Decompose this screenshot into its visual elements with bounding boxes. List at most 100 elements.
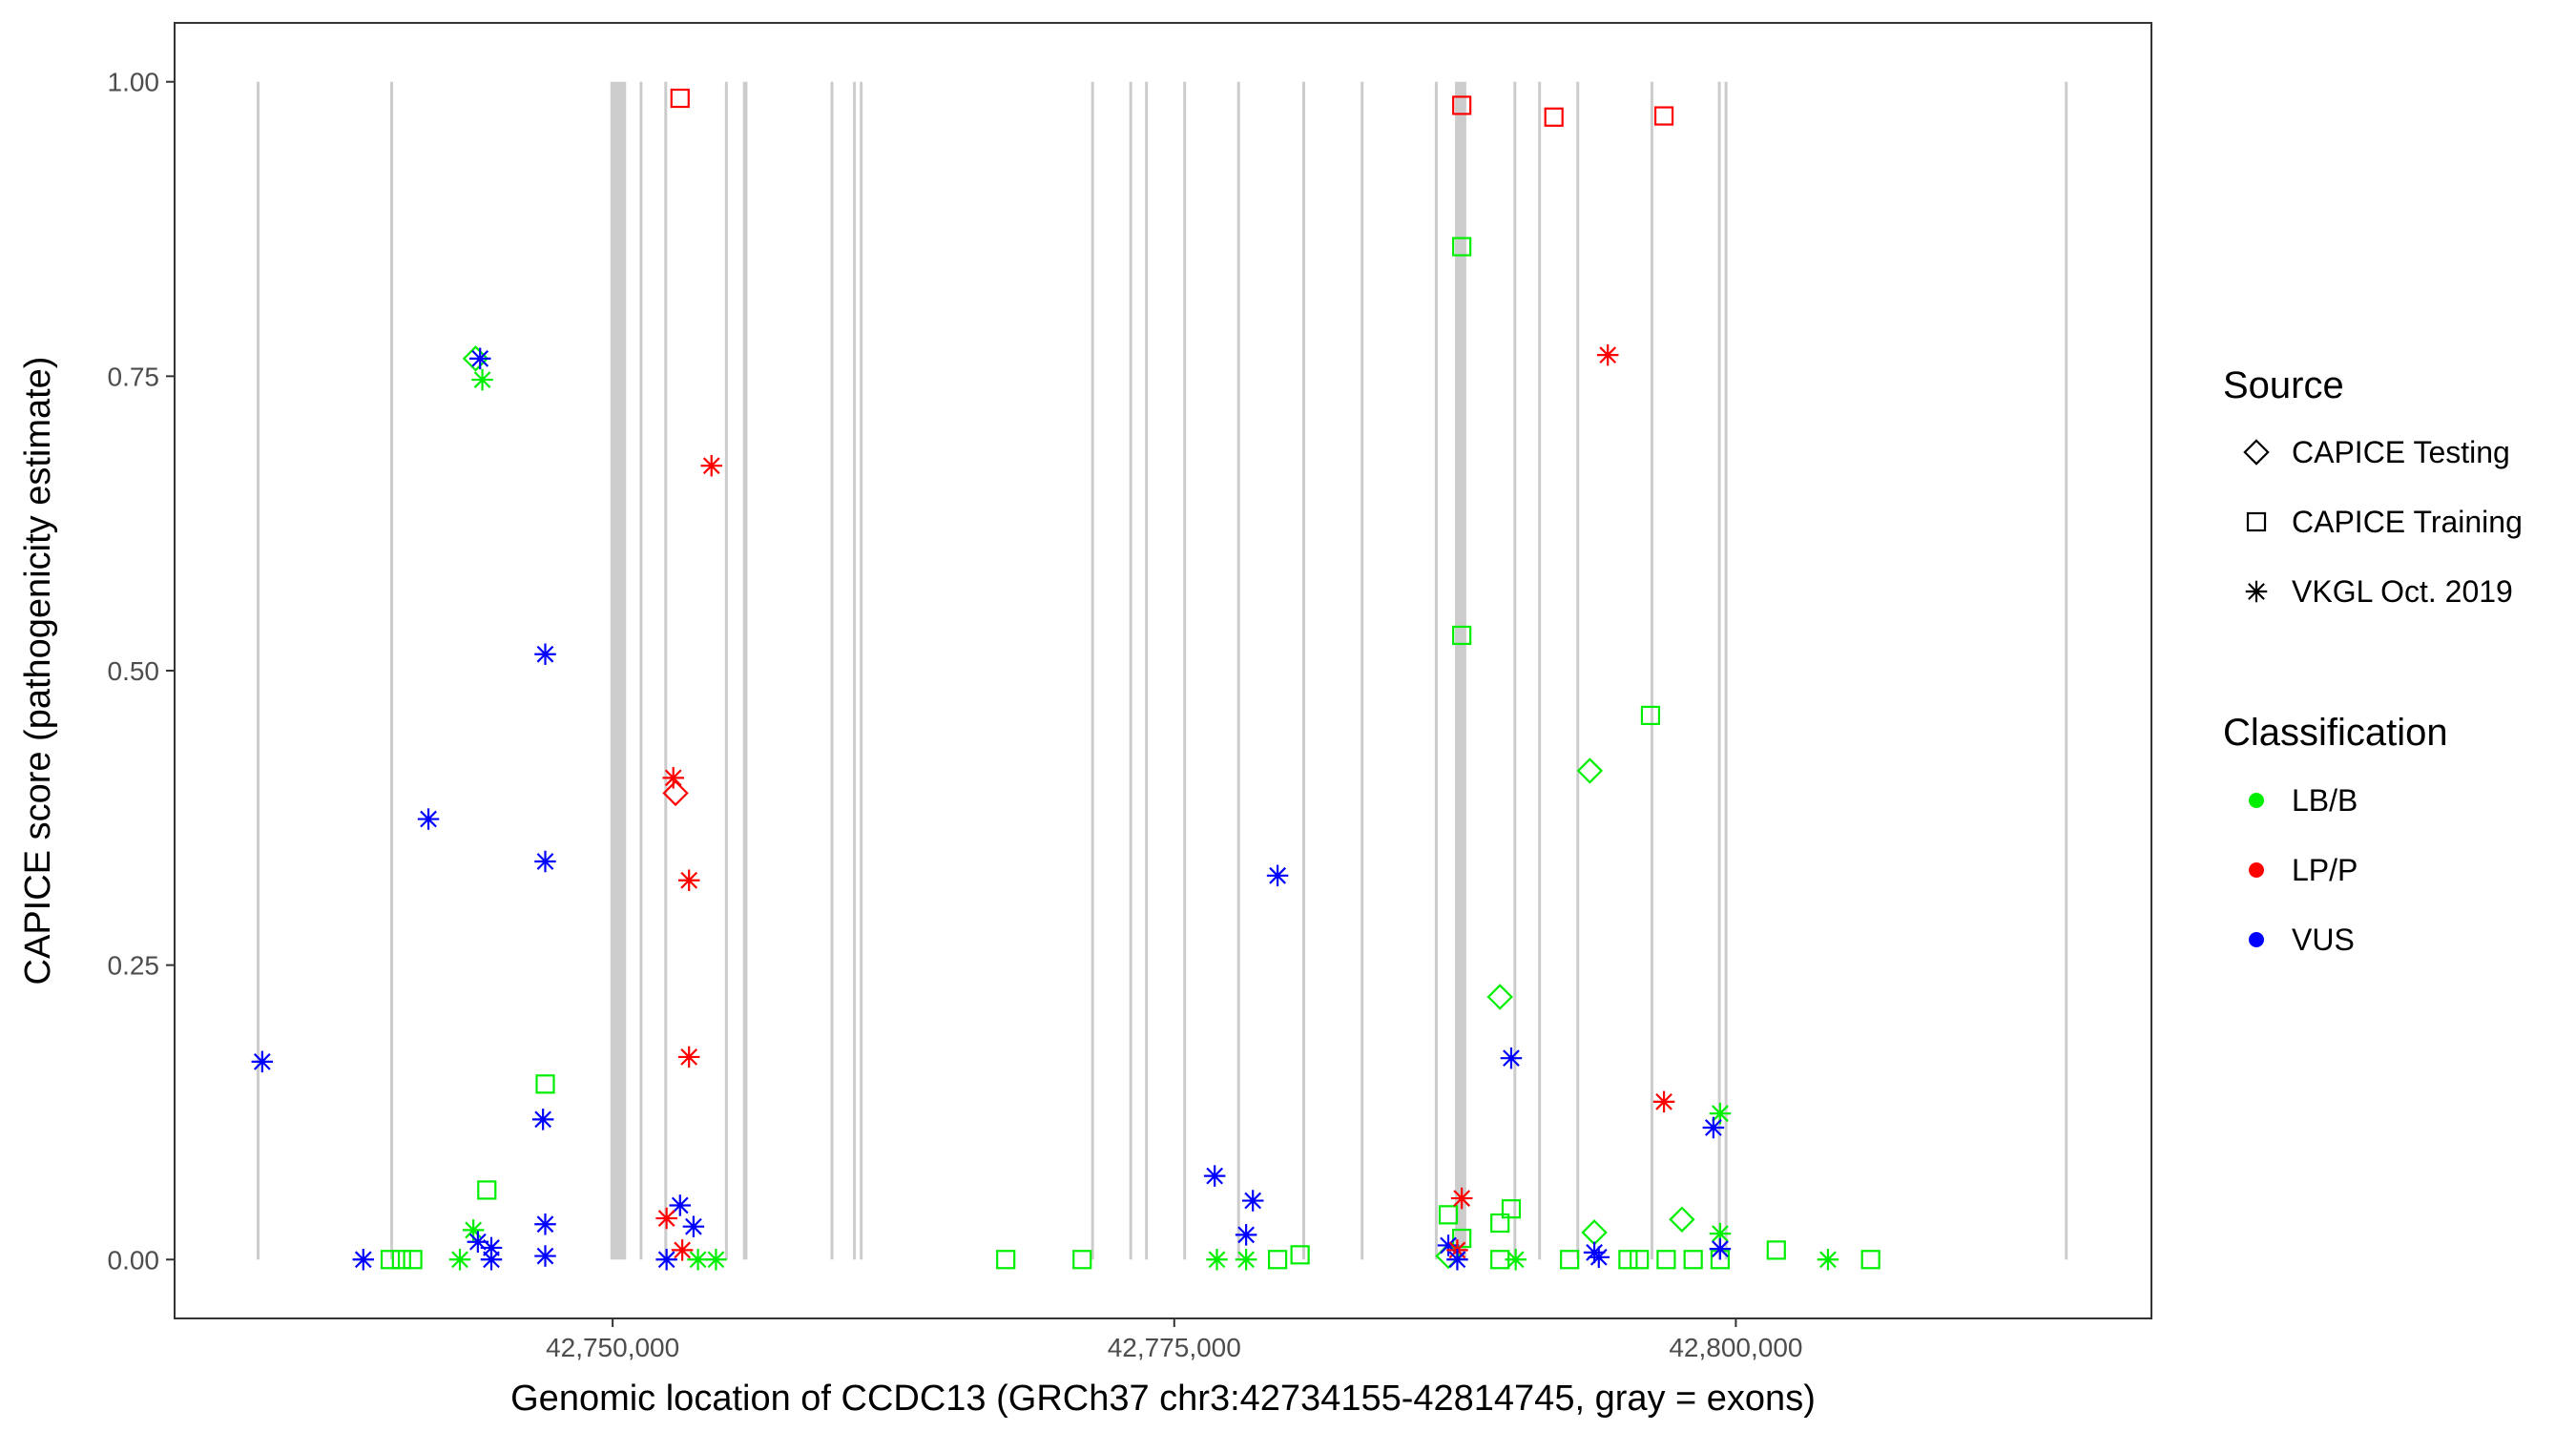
legend-classification-label: LB/B	[2292, 783, 2358, 818]
exon-band	[742, 81, 748, 1260]
exon-band	[1301, 81, 1305, 1260]
legend-source-label: CAPICE Training	[2292, 505, 2523, 539]
point-asterisk	[1450, 1187, 1473, 1210]
point-square	[1452, 625, 1472, 646]
asterisk-stroke	[1589, 1248, 1608, 1266]
exon-band	[1183, 81, 1187, 1260]
exon-band	[1724, 81, 1728, 1260]
point-square	[1452, 95, 1472, 115]
point-asterisk	[655, 1207, 677, 1230]
x-axis-title: Genomic location of CCDC13 (GRCh37 chr3:…	[510, 1379, 1816, 1419]
point-asterisk	[468, 347, 491, 370]
point-asterisk	[534, 1213, 556, 1235]
point-asterisk	[1266, 864, 1289, 887]
exon-band	[1434, 81, 1438, 1260]
point-asterisk	[1203, 1165, 1226, 1187]
legend-source: Source CAPICE Testing CAPICE Training VKGL…	[2223, 364, 2523, 609]
point-asterisk	[1505, 1249, 1527, 1271]
asterisk-stroke	[2248, 583, 2265, 600]
asterisk-stroke	[471, 349, 489, 367]
asterisk-stroke	[1655, 1092, 1672, 1110]
y-tick-label: 0.00	[108, 1245, 160, 1275]
y-tick-label: 0.25	[108, 951, 160, 981]
y-tick-label: 0.50	[108, 656, 160, 686]
point-asterisk	[1241, 1190, 1264, 1212]
point-asterisk	[655, 1249, 677, 1271]
exon-band	[2065, 81, 2068, 1260]
point-asterisk	[705, 1249, 727, 1271]
y-axis: 0.00 0.25 0.50 0.75 1.00	[108, 68, 175, 1275]
legend-classification-dot	[2249, 862, 2264, 878]
asterisk-stroke	[1208, 1251, 1226, 1269]
exon-band	[1129, 81, 1132, 1260]
exon-band	[1538, 81, 1542, 1260]
point-square	[670, 88, 690, 109]
exon-band	[1145, 81, 1149, 1260]
point-asterisk	[1500, 1047, 1523, 1069]
asterisk-stroke	[680, 1048, 698, 1066]
asterisk-stroke	[1506, 1251, 1525, 1269]
asterisk-stroke	[707, 1251, 725, 1269]
asterisk-stroke	[1237, 1251, 1255, 1269]
point-asterisk	[1446, 1249, 1468, 1271]
asterisk-stroke	[534, 1110, 552, 1129]
point-square	[1683, 1250, 1703, 1270]
point-square	[391, 1250, 411, 1270]
point-asterisk	[677, 869, 700, 891]
legend-classification-title: Classification	[2223, 712, 2448, 754]
asterisk-stroke	[702, 457, 720, 475]
asterisk-stroke	[473, 371, 491, 388]
asterisk-stroke	[465, 1221, 483, 1239]
point-diamond	[1576, 757, 1604, 784]
point-asterisk	[682, 1215, 705, 1237]
asterisk-stroke	[1453, 1190, 1471, 1207]
asterisk-stroke	[420, 810, 437, 828]
legend-classification-dot	[2249, 932, 2264, 947]
point-asterisk	[1588, 1246, 1610, 1269]
point-asterisk	[700, 454, 722, 477]
point-square	[1766, 1240, 1786, 1260]
asterisk-stroke	[1599, 346, 1617, 364]
exon-band	[664, 81, 668, 1260]
point-square	[380, 1250, 401, 1270]
exon-band	[853, 81, 857, 1260]
asterisk-stroke	[685, 1217, 702, 1235]
point-asterisk	[671, 1239, 694, 1261]
exon-band	[610, 81, 627, 1260]
point-square	[1560, 1250, 1580, 1270]
asterisk-stroke	[680, 871, 698, 889]
exon-band	[1513, 81, 1517, 1260]
legend-classification-label: LP/P	[2292, 853, 2358, 887]
point-square	[1544, 107, 1564, 127]
y-tick-label: 1.00	[108, 68, 160, 97]
point-diamond	[1486, 984, 1513, 1010]
asterisk-stroke	[536, 645, 554, 663]
data-points	[251, 88, 1880, 1271]
exon-band	[1455, 81, 1466, 1260]
exon-band	[1576, 81, 1580, 1260]
x-tick-label: 42,775,000	[1108, 1333, 1241, 1362]
exon-band	[257, 81, 260, 1260]
asterisk-stroke	[657, 1251, 675, 1269]
point-square	[1618, 1250, 1638, 1270]
asterisk-stroke	[671, 1196, 689, 1214]
point-square	[996, 1250, 1016, 1270]
exon-band	[860, 81, 863, 1260]
asterisk-stroke	[536, 853, 554, 870]
asterisk-stroke	[664, 769, 682, 787]
legend-source-title: Source	[2223, 364, 2344, 406]
point-asterisk	[1817, 1249, 1839, 1271]
point-square	[1501, 1199, 1522, 1219]
legend-classification-dot	[2249, 793, 2264, 808]
x-tick-label: 42,750,000	[546, 1333, 679, 1362]
exon-band	[1650, 81, 1653, 1260]
point-square	[2246, 511, 2267, 532]
asterisk-stroke	[1440, 1236, 1457, 1255]
asterisk-stroke	[483, 1251, 500, 1269]
point-asterisk	[1652, 1090, 1675, 1113]
asterisk-stroke	[536, 1215, 554, 1234]
point-asterisk	[1206, 1249, 1228, 1271]
point-asterisk	[687, 1249, 709, 1271]
point-asterisk	[251, 1050, 274, 1073]
